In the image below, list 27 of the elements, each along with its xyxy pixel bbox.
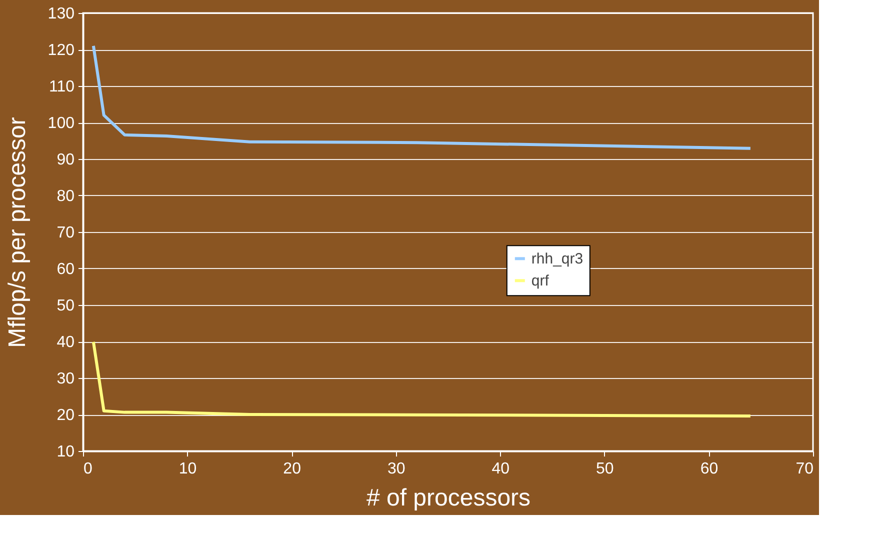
y-tick-label: 30	[56, 370, 75, 388]
y-tick-label: 40	[56, 334, 75, 351]
x-tick-label: 30	[387, 460, 406, 478]
x-tick-label: 20	[283, 460, 302, 478]
x-tick-label: 10	[178, 460, 197, 478]
y-tick-label: 10	[56, 444, 75, 460]
y-tick-label: 60	[56, 261, 75, 278]
x-tick-label: 50	[596, 460, 614, 478]
legend-label: qrf	[531, 272, 550, 290]
y-tick-label: 100	[48, 115, 75, 132]
y-tick-label: 20	[56, 407, 75, 424]
line-series	[92, 44, 752, 150]
legend-label: rhh_qr3	[531, 250, 584, 268]
y-tick-label: 130	[48, 6, 75, 22]
line-series	[92, 340, 752, 418]
y-tick-label: 80	[56, 188, 75, 205]
x-axis-title: # of processors	[366, 484, 531, 512]
x-tick-label: 0	[84, 460, 92, 478]
y-tick-label: 70	[56, 224, 75, 242]
y-tick-label: 110	[48, 78, 75, 96]
y-axis-title: Mflop/s per processor	[4, 117, 31, 348]
x-tick-label: 40	[492, 460, 510, 478]
y-tick-label: 90	[56, 152, 75, 168]
x-tick-label: 60	[700, 460, 718, 478]
y-tick-label: 120	[48, 42, 75, 59]
y-tick-label: 50	[56, 298, 75, 314]
x-tick-label: 70	[796, 460, 814, 478]
